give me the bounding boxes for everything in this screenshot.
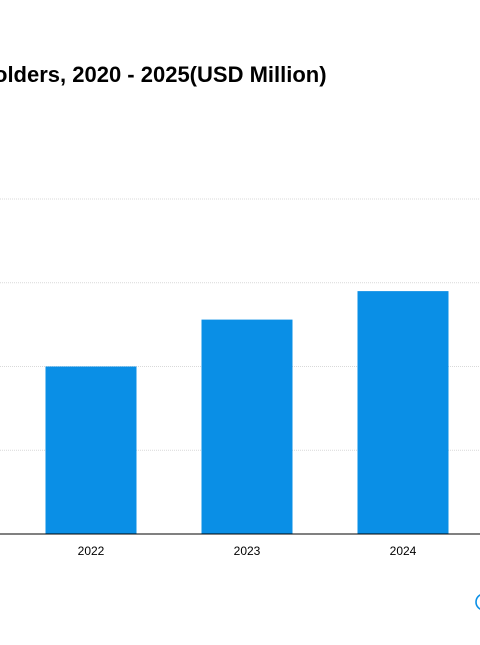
bars: [45, 291, 449, 534]
chart-title: olders, 2020 - 2025(USD Million): [0, 62, 327, 87]
legend-marker: [475, 594, 480, 610]
x-tick-label-2023: 2023: [234, 544, 261, 558]
x-tick-labels: 2022 2023 2024: [78, 544, 417, 558]
x-tick-label-2022: 2022: [78, 544, 105, 558]
bar-2024: [357, 291, 449, 534]
x-tick-label-2024: 2024: [390, 544, 417, 558]
bar-2023: [201, 319, 293, 534]
bar-2022: [45, 366, 137, 534]
